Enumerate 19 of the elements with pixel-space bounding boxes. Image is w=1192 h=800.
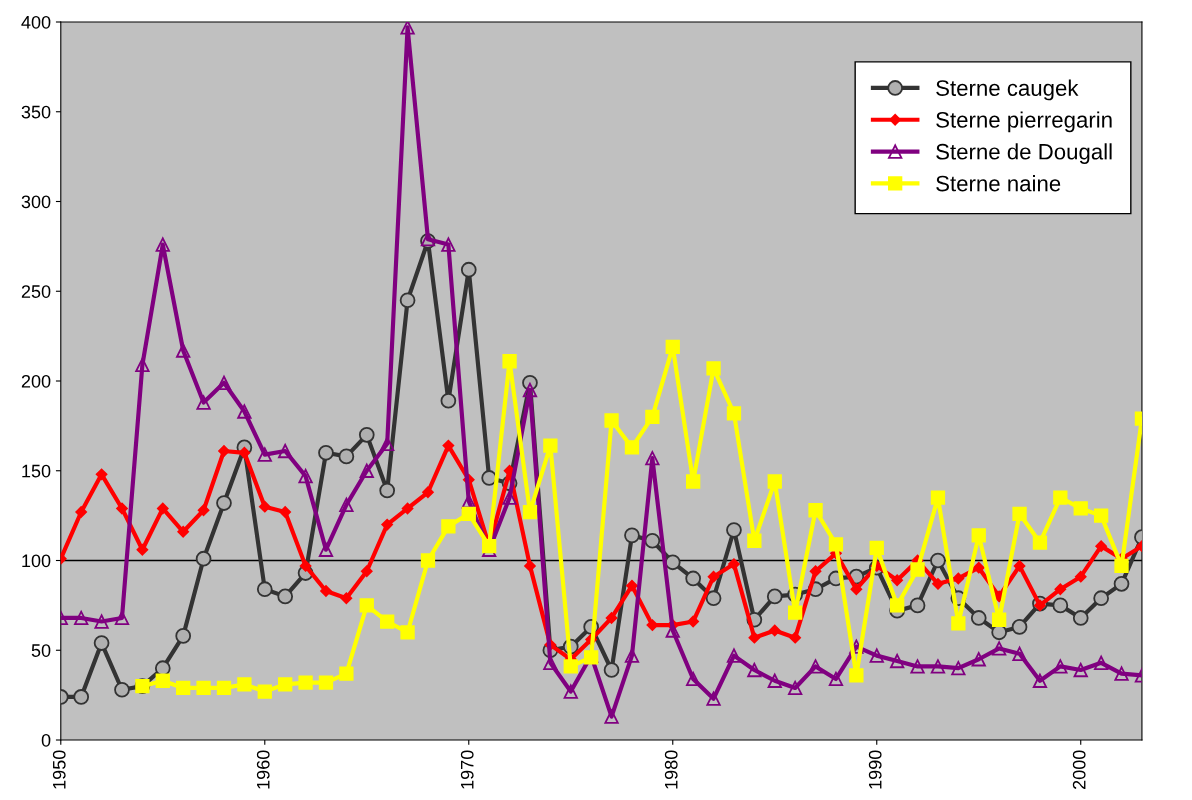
y-tick-label: 100 [22, 554, 51, 568]
y-tick-label: 0 [41, 733, 51, 747]
legend-label: Sterne pierregarin [936, 111, 1112, 133]
x-tick-label: 1990 [868, 750, 882, 789]
y-tick-label: 400 [21, 15, 51, 29]
legend-label: Sterne de Dougall [936, 143, 1112, 164]
y-tick-label: 350 [21, 105, 51, 119]
legend-label: Sterne caugek [936, 79, 1079, 101]
x-tick-label: 1980 [664, 750, 678, 789]
y-tick-label: 250 [21, 285, 51, 298]
legend-label: Sterne naine [936, 175, 1061, 192]
y-tick-label: 300 [21, 195, 51, 209]
y-tick-label: 200 [21, 374, 51, 388]
x-tick-label: 1950 [52, 750, 66, 789]
x-tick-label: 2000 [1072, 750, 1086, 789]
y-tick-label: 50 [31, 644, 51, 657]
x-tick-label: 1960 [256, 750, 270, 789]
y-tick-label: 150 [22, 464, 51, 478]
x-tick-label: 1970 [460, 750, 474, 789]
